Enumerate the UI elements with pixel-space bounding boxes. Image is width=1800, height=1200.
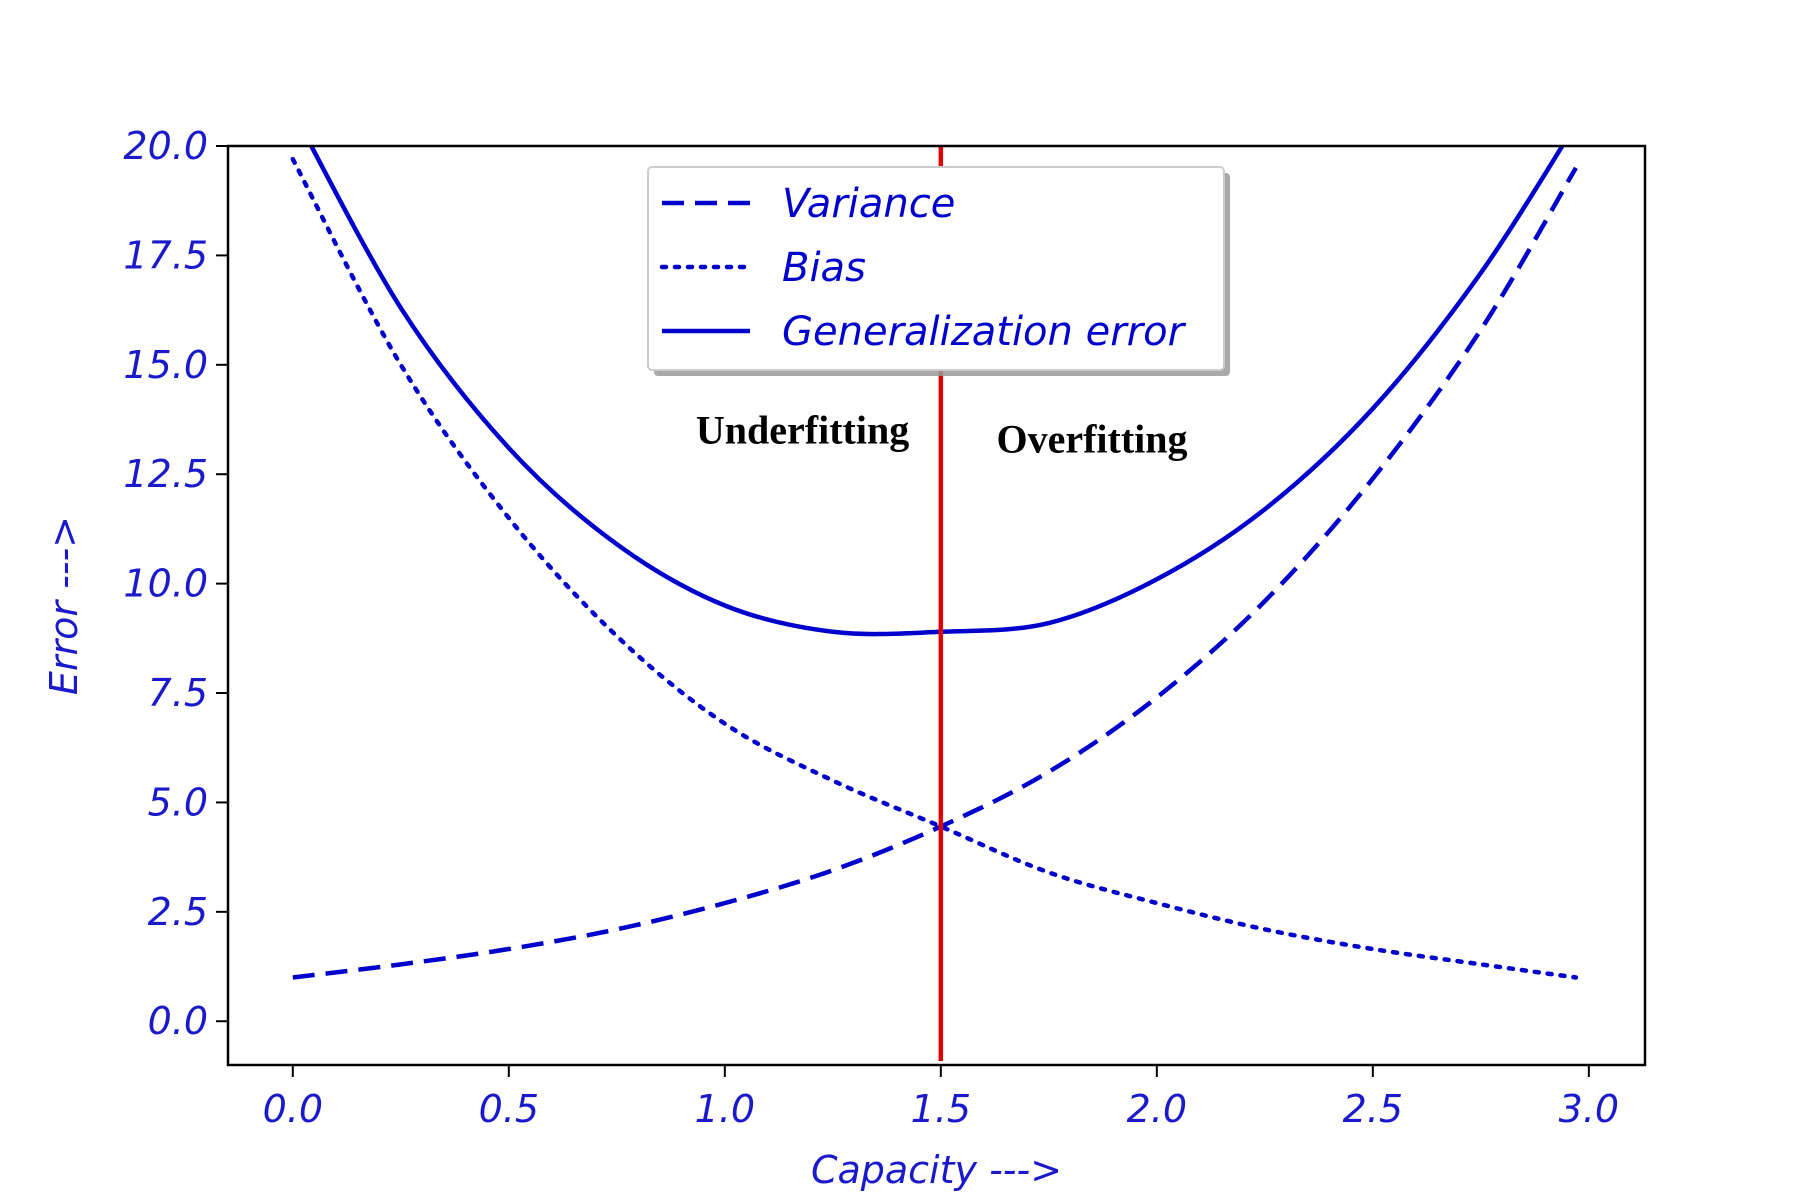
x-tick-label: 2.0 (1127, 1087, 1187, 1131)
y-tick-label: 10.0 (123, 562, 208, 606)
annotation-overfitting: Overfitting (996, 416, 1187, 461)
x-tick-label: 0.0 (263, 1087, 323, 1131)
y-tick-label: 5.0 (148, 780, 208, 824)
x-tick-label: 2.5 (1343, 1087, 1403, 1131)
x-tick-label: 1.0 (695, 1087, 755, 1131)
x-axis-title: Capacity ---> (811, 1148, 1062, 1192)
x-tick-label: 3.0 (1559, 1087, 1619, 1131)
y-tick-label: 2.5 (148, 890, 208, 934)
y-axis-title: Error ---> (42, 516, 86, 695)
x-tick-label: 1.5 (911, 1087, 971, 1131)
y-tick-label: 15.0 (123, 343, 208, 387)
annotation-underfitting: Underfitting (696, 408, 909, 453)
legend-label: Generalization error (782, 309, 1187, 355)
y-tick-label: 17.5 (123, 233, 208, 277)
series-line-variance (292, 166, 1578, 980)
y-tick-label: 20.0 (123, 124, 208, 168)
legend-box (647, 166, 1225, 371)
y-tick-label: 7.5 (148, 671, 208, 715)
x-tick-label: 0.5 (479, 1087, 539, 1131)
y-tick-label: 0.0 (148, 999, 208, 1043)
series-line-bias (290, 156, 1579, 980)
y-tick-label: 12.5 (123, 452, 208, 496)
legend-label: Bias (782, 245, 866, 291)
legend-label: Variance (782, 181, 955, 227)
plot-frame (226, 144, 1647, 1067)
